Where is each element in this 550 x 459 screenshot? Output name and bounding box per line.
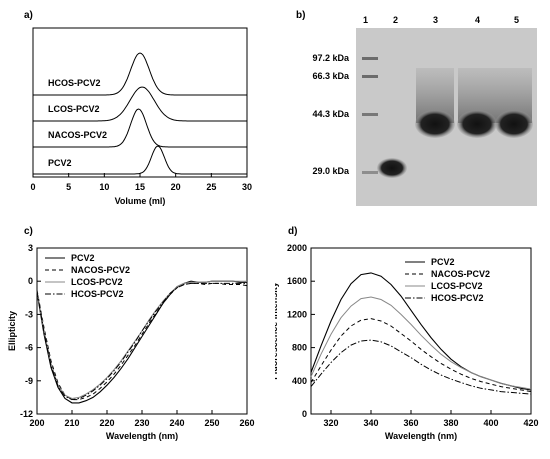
x-tick-label: 250	[204, 418, 219, 428]
trace-label: PCV2	[48, 158, 72, 168]
series-line-lcos-pcv2	[36, 280, 247, 400]
x-tick-label: 380	[443, 418, 458, 428]
series-line-pcv2	[36, 280, 247, 404]
y-tick-label: 0	[302, 409, 307, 419]
marker-band-29	[362, 171, 378, 174]
panel-b-label: b)	[296, 10, 306, 21]
plot-frame	[32, 27, 248, 178]
series-line-hcos-pcv2	[36, 282, 247, 401]
x-tick-label: 200	[29, 418, 44, 428]
x-axis-label: Wavelength (nm)	[106, 431, 178, 441]
lane-2-band	[377, 158, 407, 178]
y-tick-label: 1200	[287, 309, 307, 319]
x-tick-label: 340	[363, 418, 378, 428]
marker-band-97	[362, 57, 378, 60]
y-tick-label: -9	[25, 376, 33, 386]
gel-lane-2: 2	[393, 15, 399, 25]
series-line-nacos-pcv2	[310, 318, 532, 393]
series-line-lcos-pcv2	[310, 296, 532, 390]
series-line-hcos-pcv2	[310, 339, 532, 395]
gel-lane-4: 4	[475, 15, 481, 25]
y-tick-label: 0	[28, 276, 33, 286]
x-tick-label: 320	[323, 418, 338, 428]
legend-label: HCOS-PCV2	[431, 293, 484, 303]
x-tick-label: 5	[66, 182, 71, 192]
series-line-nacos-pcv2	[36, 282, 248, 401]
y-tick-label: 400	[292, 376, 307, 386]
panel-c-label: c)	[24, 226, 33, 237]
gel-bands	[362, 57, 533, 178]
y-axis-label: Fluorescence Intensity	[275, 282, 279, 380]
plot-frame	[310, 247, 532, 415]
chart-d: 320 340 360 380 400 420 0 400 800 1200 1600 2000 Wav…	[275, 243, 539, 441]
y-tick-label: 1600	[287, 276, 307, 286]
x-tick-label: 0	[30, 182, 35, 192]
x-tick-label: 20	[171, 182, 181, 192]
y-tick-label: 3	[28, 243, 33, 253]
x-axis-label: Wavelength (nm)	[385, 431, 457, 441]
x-tick-label: 210	[64, 418, 79, 428]
legend-label: LCOS-PCV2	[431, 281, 483, 291]
legend-label: NACOS-PCV2	[431, 269, 490, 279]
panel-a-label: a)	[24, 10, 33, 21]
marker-label-97: 97.2 kDa	[312, 53, 349, 63]
elution-trace-nacos-pcv2	[33, 108, 247, 148]
x-tick-label: 30	[242, 182, 252, 192]
trace-label: HCOS-PCV2	[48, 78, 101, 88]
x-tick-label: 230	[134, 418, 149, 428]
marker-band-44	[362, 113, 378, 116]
x-tick-label: 220	[99, 418, 114, 428]
marker-band-66	[362, 75, 378, 78]
marker-label-66: 66.3 kDa	[312, 71, 349, 81]
x-tick-label: 10	[99, 182, 109, 192]
y-tick-label: 2000	[287, 243, 307, 253]
lane-5-band	[495, 110, 533, 138]
y-tick-label: 800	[292, 343, 307, 353]
legend-label: HCOS-PCV2	[71, 289, 124, 299]
y-axis-label: Ellipticity	[7, 311, 17, 351]
x-tick-label: 25	[206, 182, 216, 192]
sds-page-gel-image	[356, 28, 537, 206]
gel-lane-1: 1	[363, 15, 369, 25]
trace-label: LCOS-PCV2	[48, 104, 100, 114]
y-tick-label: -12	[20, 409, 33, 419]
x-tick-label: 420	[523, 418, 538, 428]
elution-trace-pcv2	[33, 145, 247, 175]
marker-label-44: 44.3 kDa	[312, 109, 349, 119]
chart-c: 200 210 220 230 240 250 260 3 0 -3 -6 -9 -12 Waveleng…	[7, 243, 255, 441]
x-tick-label: 360	[403, 418, 418, 428]
x-tick-label: 15	[135, 182, 145, 192]
legend-label: PCV2	[431, 257, 455, 267]
trace-label: NACOS-PCV2	[48, 130, 107, 140]
elution-trace-lcos-pcv2	[33, 86, 247, 122]
x-axis-label: Volume (ml)	[115, 196, 166, 206]
legend-label: NACOS-PCV2	[71, 265, 130, 275]
elution-trace-hcos-pcv2	[33, 52, 247, 96]
x-tick-label: 240	[169, 418, 184, 428]
legend-label: PCV2	[71, 253, 95, 263]
panel-d-label: d)	[288, 226, 298, 237]
x-tick-label: 400	[483, 418, 498, 428]
gel-lane-3: 3	[433, 15, 439, 25]
series-line-pcv2	[310, 272, 532, 391]
y-tick-label: -3	[25, 309, 33, 319]
legend-label: LCOS-PCV2	[71, 277, 123, 287]
lane-4-band	[457, 110, 497, 138]
lane-3-band	[415, 110, 455, 138]
y-tick-label: -6	[25, 343, 33, 353]
gel-lane-5: 5	[514, 15, 520, 25]
chart-a: 0 5 10 15 20 25 30 Volume (ml) HCOS-PCV2 LCOS-PCV…	[30, 27, 252, 206]
x-tick-label: 260	[239, 418, 254, 428]
marker-label-29: 29.0 kDa	[312, 166, 349, 176]
